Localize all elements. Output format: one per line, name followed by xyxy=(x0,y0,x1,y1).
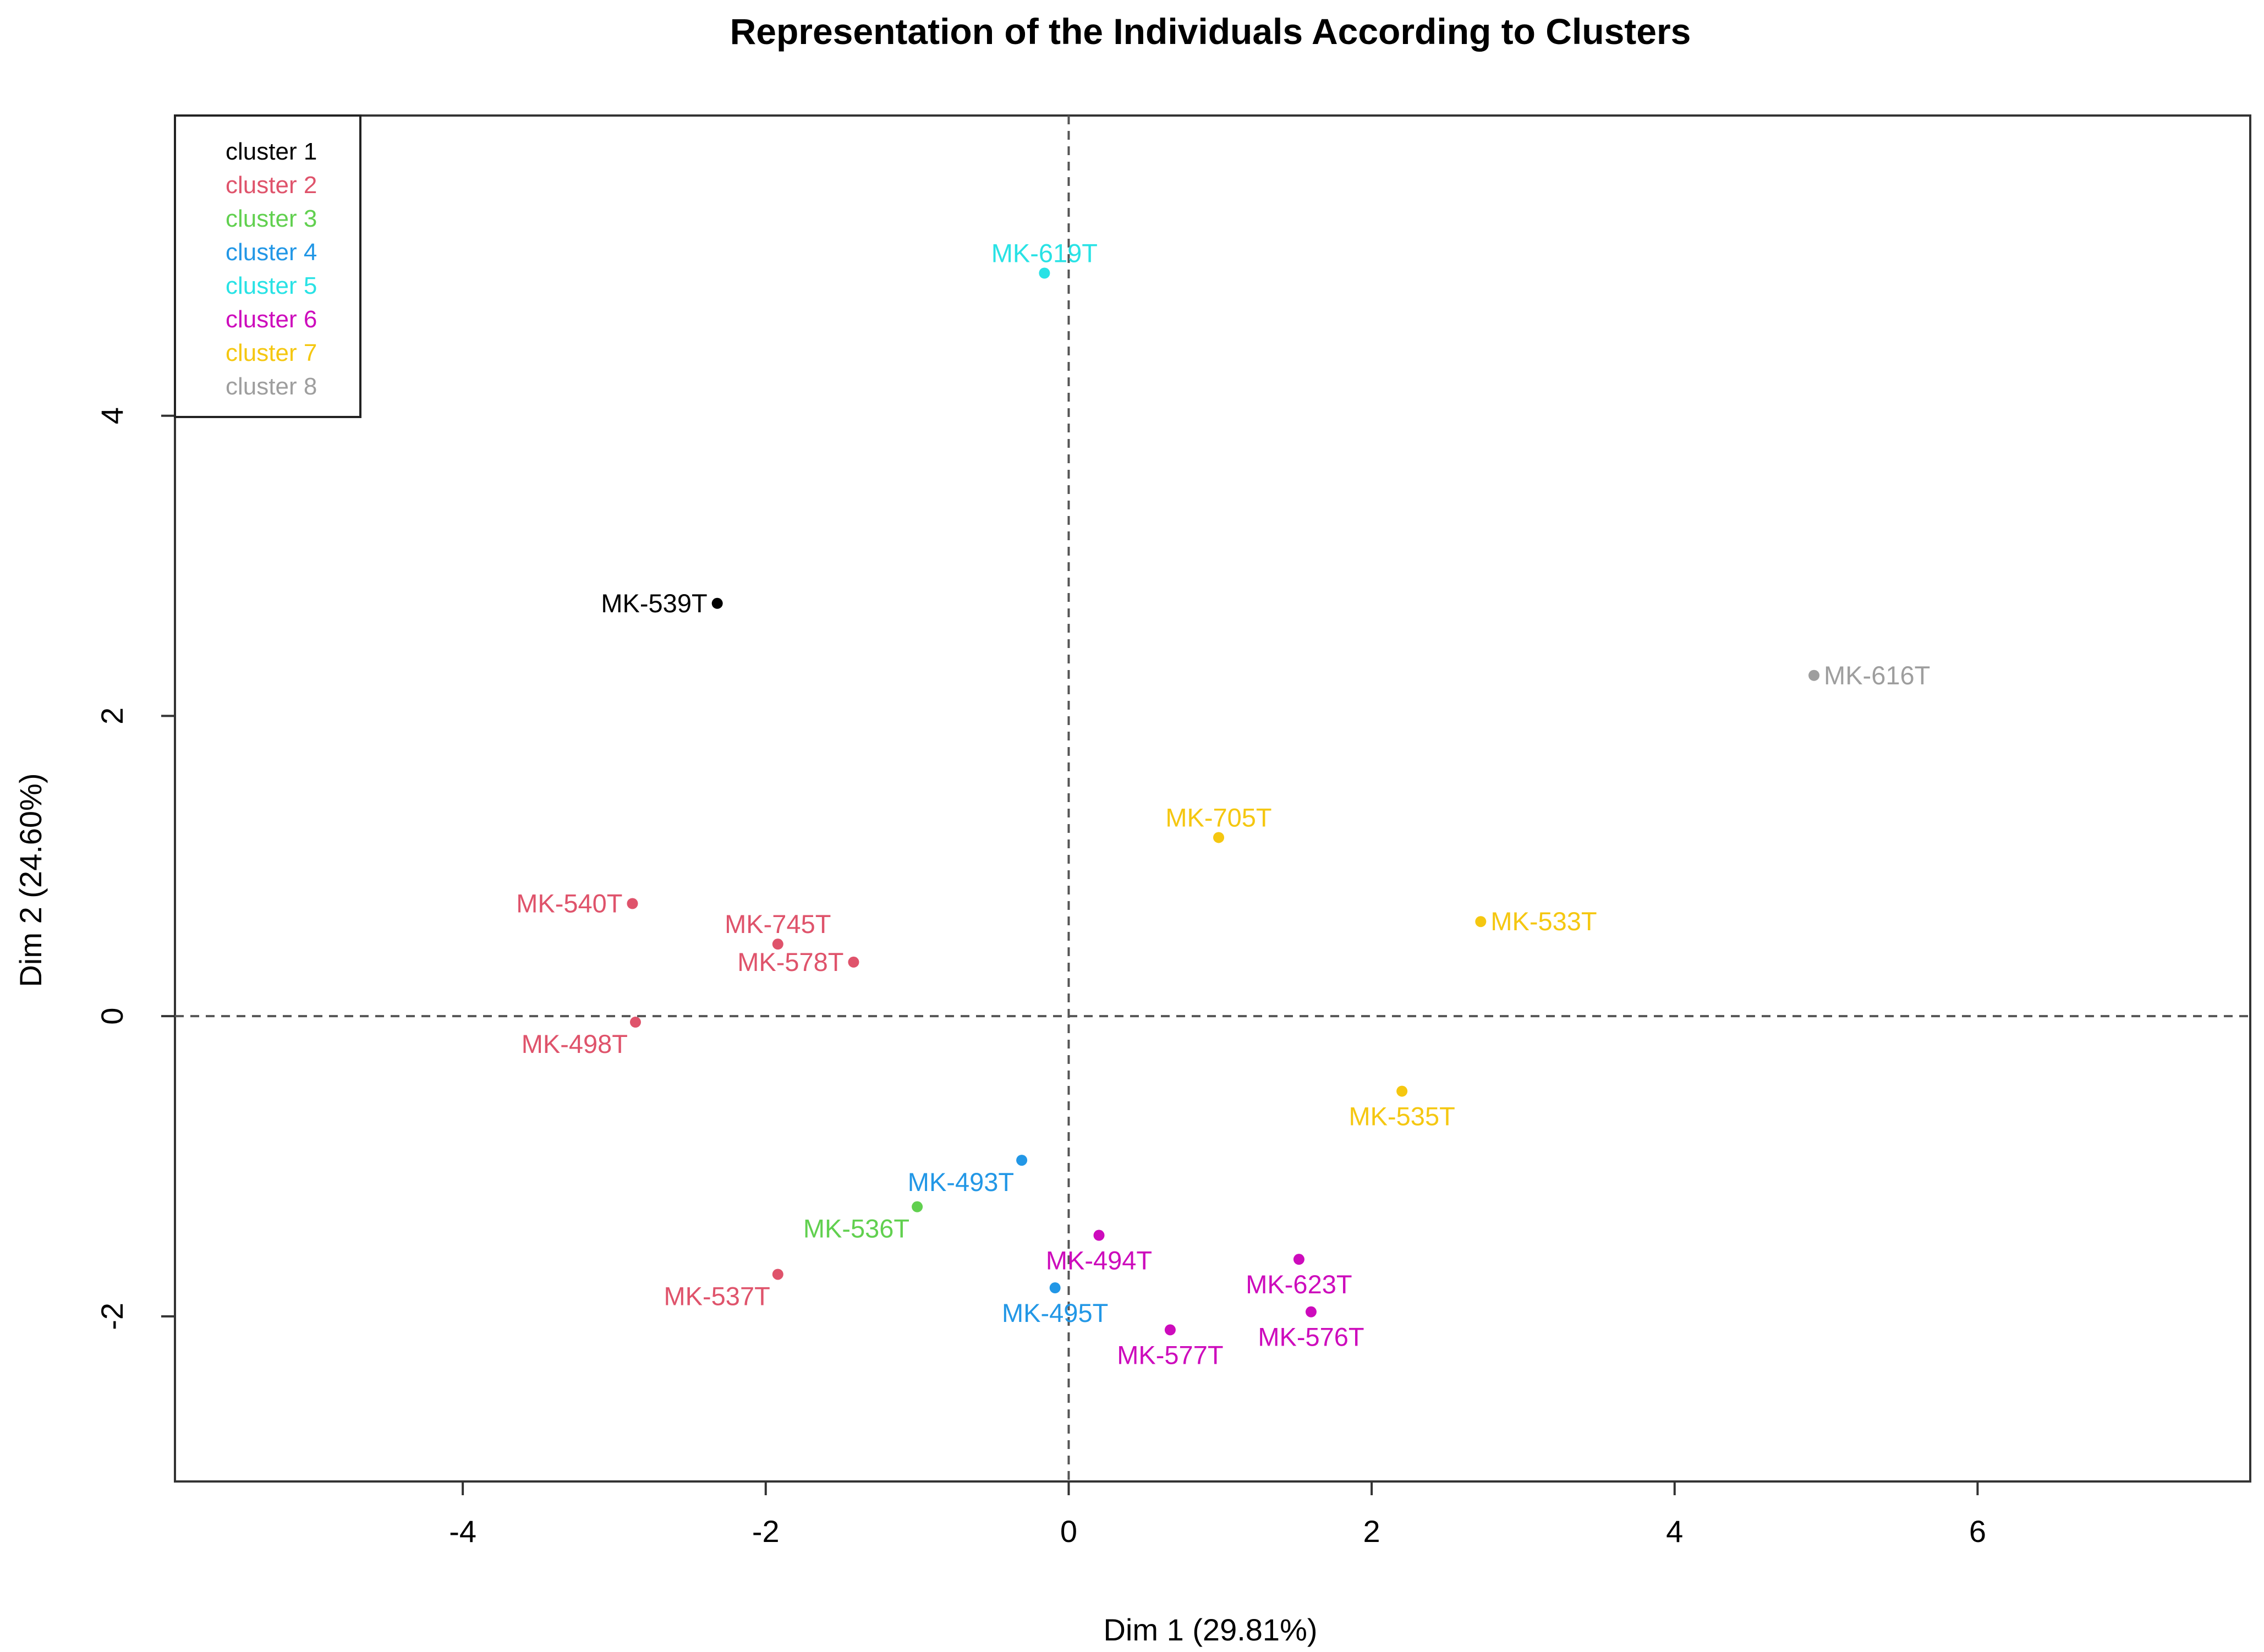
data-point xyxy=(1093,1230,1105,1241)
x-tick-label: -2 xyxy=(752,1514,780,1549)
y-axis: -2 0 2 4 xyxy=(95,407,175,1330)
legend-item: cluster 4 xyxy=(226,239,317,266)
data-point xyxy=(1039,267,1050,279)
x-axis-label: Dim 1 (29.81%) xyxy=(1103,1612,1317,1647)
legend-item: cluster 2 xyxy=(226,172,317,199)
data-point xyxy=(1808,669,1820,681)
x-tick-label: 6 xyxy=(1969,1514,1986,1549)
data-point xyxy=(1475,916,1487,927)
data-point xyxy=(1049,1282,1061,1294)
data-point xyxy=(1396,1085,1408,1097)
data-point xyxy=(1293,1254,1304,1265)
point-label: MK-623T xyxy=(1246,1270,1352,1299)
data-point xyxy=(629,1017,641,1028)
x-axis: -4 -2 0 2 4 6 xyxy=(449,1481,1986,1549)
x-tick-label: 4 xyxy=(1666,1514,1683,1549)
point-label: MK-577T xyxy=(1117,1340,1223,1369)
point-label: MK-493T xyxy=(908,1167,1014,1197)
legend-box xyxy=(174,114,361,418)
legend-item: cluster 7 xyxy=(226,339,317,366)
data-point xyxy=(1016,1155,1028,1166)
point-label: MK-616T xyxy=(1824,661,1930,690)
y-tick-label: -2 xyxy=(95,1303,129,1330)
data-point xyxy=(848,956,859,968)
point-label: MK-539T xyxy=(601,589,707,618)
point-label: MK-745T xyxy=(725,909,831,938)
y-tick-label: 2 xyxy=(95,707,129,725)
y-tick-label: 0 xyxy=(95,1008,129,1025)
point-label: MK-495T xyxy=(1002,1298,1108,1327)
data-point xyxy=(711,597,723,609)
legend-item: cluster 6 xyxy=(226,306,317,333)
point-label: MK-619T xyxy=(991,239,1098,268)
data-points: MK-539T MK-540T MK-745T MK-578T MK-498T MK-53… xyxy=(516,239,1930,1370)
point-label: MK-498T xyxy=(522,1029,628,1058)
y-tick-label: 4 xyxy=(95,407,129,424)
data-point xyxy=(912,1201,923,1212)
data-point xyxy=(772,1269,783,1280)
chart-title: Representation of the Individuals Accord… xyxy=(730,11,1691,52)
reference-lines xyxy=(175,116,2250,1481)
data-point xyxy=(772,938,783,950)
legend: cluster 1 cluster 2 cluster 3 cluster 4 clus… xyxy=(174,114,361,418)
legend-item: cluster 5 xyxy=(226,272,317,299)
point-label: MK-537T xyxy=(664,1281,770,1310)
data-point xyxy=(1164,1324,1176,1336)
point-label: MK-535T xyxy=(1349,1102,1455,1131)
point-label: MK-494T xyxy=(1046,1246,1152,1275)
point-label: MK-536T xyxy=(803,1214,909,1243)
x-tick-label: -4 xyxy=(449,1514,476,1549)
x-tick-label: 0 xyxy=(1060,1514,1077,1549)
data-point xyxy=(627,898,638,909)
point-label: MK-540T xyxy=(516,889,622,918)
point-label: MK-705T xyxy=(1165,803,1271,832)
x-tick-label: 2 xyxy=(1363,1514,1380,1549)
legend-item: cluster 1 xyxy=(226,138,317,165)
point-label: MK-576T xyxy=(1258,1322,1364,1352)
legend-item: cluster 8 xyxy=(226,373,317,400)
point-label: MK-533T xyxy=(1490,907,1597,936)
legend-item: cluster 3 xyxy=(226,205,317,232)
point-label: MK-578T xyxy=(737,947,843,976)
data-point xyxy=(1305,1306,1317,1318)
plot-frame xyxy=(174,114,2251,1483)
y-axis-label: Dim 2 (24.60%) xyxy=(13,773,48,987)
data-point xyxy=(1213,832,1225,843)
